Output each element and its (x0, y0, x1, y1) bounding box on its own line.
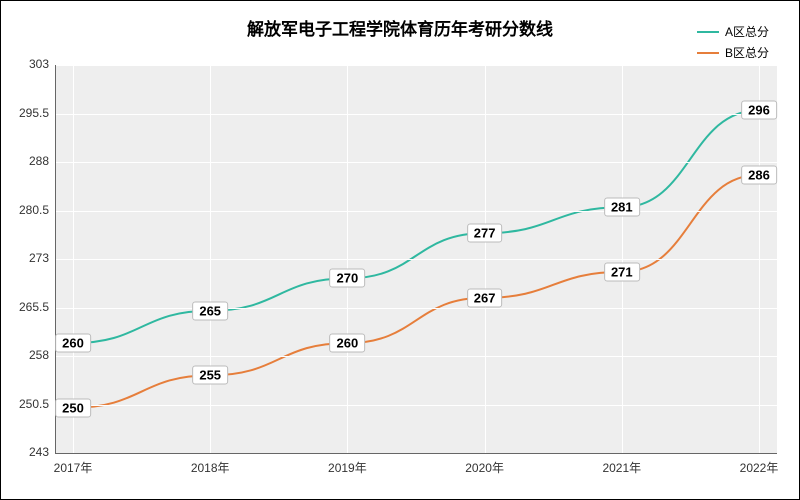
point-label: 260 (55, 334, 91, 353)
y-tick-label: 288 (3, 154, 49, 168)
legend-item-b: B区总分 (697, 44, 769, 61)
point-label: 250 (55, 398, 91, 417)
point-label: 271 (604, 262, 640, 281)
legend-label-b: B区总分 (725, 44, 769, 61)
grid-v (759, 65, 760, 453)
point-label: 260 (330, 334, 366, 353)
legend-label-a: A区总分 (725, 23, 769, 40)
grid-v (73, 65, 74, 453)
y-tick-label: 295.5 (3, 106, 49, 120)
x-tick-label: 2020年 (465, 459, 504, 476)
point-label: 265 (192, 301, 228, 320)
grid-h (55, 356, 777, 357)
grid-v (622, 65, 623, 453)
x-tick-label: 2018年 (191, 459, 230, 476)
grid-h (55, 162, 777, 163)
chart-container: 解放军电子工程学院体育历年考研分数线 A区总分 B区总分 260 265 270 27… (0, 0, 800, 500)
point-label: 277 (467, 224, 503, 243)
grid-v (347, 65, 348, 453)
legend-swatch-a (697, 31, 719, 33)
grid-h (55, 259, 777, 260)
y-tick-label: 258 (3, 348, 49, 362)
grid-v (485, 65, 486, 453)
x-axis (55, 453, 777, 454)
point-label: 267 (467, 288, 503, 307)
point-label: 255 (192, 366, 228, 385)
legend: A区总分 B区总分 (697, 23, 769, 65)
y-tick-label: 280.5 (3, 203, 49, 217)
y-tick-label: 273 (3, 251, 49, 265)
y-tick-label: 265.5 (3, 300, 49, 314)
grid-h (55, 405, 777, 406)
point-label: 286 (741, 165, 777, 184)
chart-title: 解放军电子工程学院体育历年考研分数线 (1, 15, 799, 40)
grid-h (55, 308, 777, 309)
grid-v (210, 65, 211, 453)
point-label: 270 (330, 269, 366, 288)
grid-h (55, 65, 777, 66)
x-tick-label: 2019年 (328, 459, 367, 476)
y-tick-label: 303 (3, 57, 49, 71)
x-tick-label: 2017年 (54, 459, 93, 476)
grid-h (55, 211, 777, 212)
x-tick-label: 2022年 (740, 459, 779, 476)
y-tick-label: 250.5 (3, 397, 49, 411)
grid-h (55, 114, 777, 115)
point-label: 296 (741, 101, 777, 120)
y-axis (55, 65, 56, 453)
legend-swatch-b (697, 52, 719, 54)
y-tick-label: 243 (3, 445, 49, 459)
plot-area: 260 265 270 277 281 296 250 255 260 267 271 286 (55, 65, 777, 453)
point-label: 281 (604, 198, 640, 217)
legend-item-a: A区总分 (697, 23, 769, 40)
x-tick-label: 2021年 (602, 459, 641, 476)
